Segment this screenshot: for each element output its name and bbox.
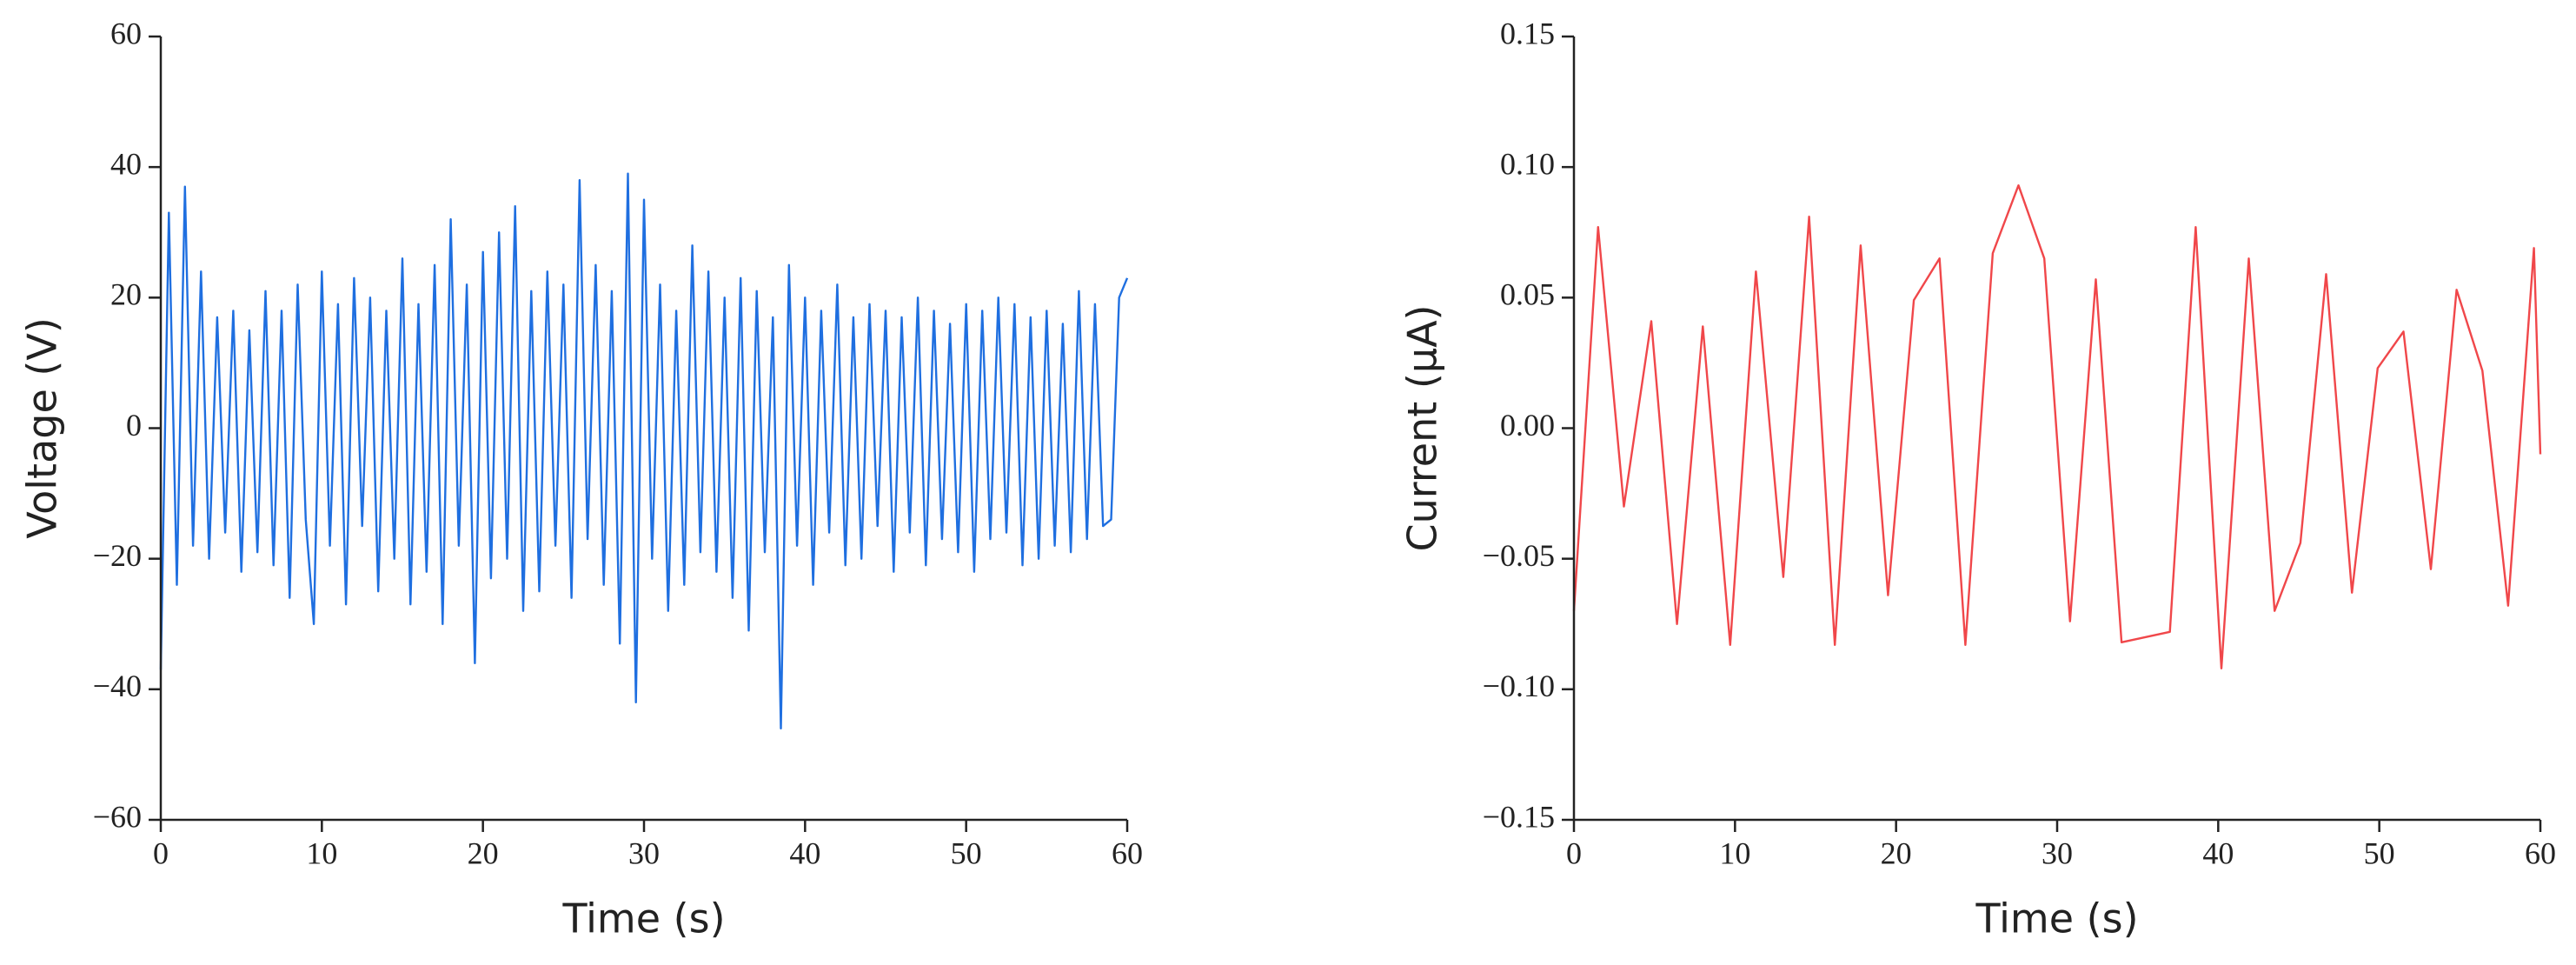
y-tick-label: −20 — [93, 538, 142, 573]
x-tick-label: 0 — [153, 835, 169, 870]
x-tick-label: 10 — [1719, 835, 1750, 870]
y-tick-label: 0 — [126, 408, 142, 443]
y-tick-label: 0.05 — [1500, 277, 1555, 312]
x-tick-label: 10 — [306, 835, 337, 870]
x-axis-title: Time (s) — [561, 895, 725, 942]
x-tick-label: 20 — [1881, 835, 1912, 870]
x-tick-label: 0 — [1566, 835, 1582, 870]
x-tick-label: 40 — [789, 835, 820, 870]
x-tick-label: 50 — [951, 835, 982, 870]
y-tick-label: −0.05 — [1483, 538, 1555, 573]
x-tick-label: 30 — [2042, 835, 2073, 870]
y-tick-label: −60 — [93, 799, 142, 834]
x-axis-title: Time (s) — [1975, 895, 2138, 942]
y-tick-label: 0.00 — [1500, 408, 1555, 443]
x-tick-label: 30 — [628, 835, 660, 870]
x-tick-label: 20 — [468, 835, 499, 870]
y-tick-label: 60 — [110, 16, 142, 50]
y-axis-title: Current (μA) — [1399, 304, 1446, 551]
y-tick-label: 20 — [110, 277, 142, 312]
x-tick-label: 40 — [2202, 835, 2234, 870]
x-tick-label: 60 — [2525, 835, 2556, 870]
x-tick-label: 60 — [1112, 835, 1143, 870]
y-tick-label: 0.10 — [1500, 146, 1555, 181]
y-tick-label: −40 — [93, 669, 142, 703]
y-tick-label: −0.10 — [1483, 669, 1555, 703]
y-axis-title: Voltage (V) — [19, 317, 66, 539]
data-line — [1572, 184, 2542, 669]
y-tick-label: 0.15 — [1500, 16, 1555, 50]
y-tick-label: 40 — [110, 146, 142, 181]
x-tick-label: 50 — [2364, 835, 2395, 870]
y-tick-label: −0.15 — [1483, 799, 1555, 834]
data-line — [159, 172, 1129, 730]
